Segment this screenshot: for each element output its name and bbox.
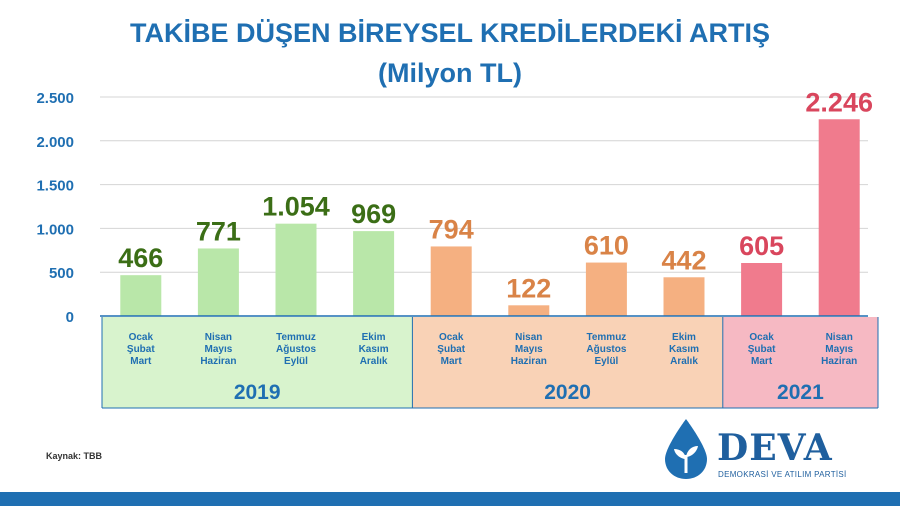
y-tick-label: 500 bbox=[49, 265, 74, 282]
data-label: 122 bbox=[506, 273, 551, 303]
x-tick-label: Ocak bbox=[749, 332, 774, 343]
y-tick-label: 0 bbox=[66, 309, 74, 326]
y-tick-label: 2.000 bbox=[36, 134, 74, 151]
x-tick-label: Ocak bbox=[439, 332, 464, 343]
bar bbox=[430, 246, 472, 316]
x-tick-label: Ocak bbox=[129, 332, 154, 343]
bar bbox=[197, 248, 239, 316]
bar bbox=[120, 275, 162, 316]
year-label: 2019 bbox=[234, 381, 281, 404]
chart-title: TAKİBE DÜŞEN BİREYSEL KREDİLERDEKİ ARTIŞ bbox=[129, 18, 771, 48]
data-label: 466 bbox=[118, 243, 163, 273]
x-tick-label: Nisan bbox=[205, 332, 232, 343]
deva-logo: DEVA DEMOKRASİ VE ATILIM PARTİSİ bbox=[655, 415, 865, 485]
x-tick-label: Nisan bbox=[515, 332, 542, 343]
data-label: 442 bbox=[661, 245, 706, 275]
data-label: 969 bbox=[351, 199, 396, 229]
data-label: 610 bbox=[584, 231, 629, 261]
year-label: 2021 bbox=[777, 381, 824, 404]
x-tick-label: Eylül bbox=[284, 356, 308, 367]
x-tick-label: Mart bbox=[751, 356, 773, 367]
year-band-2020 bbox=[412, 317, 723, 408]
x-tick-label: Temmuz bbox=[276, 332, 316, 343]
data-label: 2.246 bbox=[805, 87, 873, 117]
x-tick-label: Mart bbox=[130, 356, 152, 367]
x-tick-label: Ağustos bbox=[586, 344, 626, 355]
logo-wordmark: DEVA bbox=[717, 427, 833, 469]
data-label: 1.054 bbox=[262, 192, 330, 222]
bar bbox=[663, 277, 705, 316]
source-note: Kaynak: TBB bbox=[46, 451, 103, 461]
bottom-bar bbox=[0, 492, 900, 506]
x-tick-label: Ekim bbox=[362, 332, 386, 343]
x-tick-label: Haziran bbox=[200, 356, 236, 367]
y-tick-label: 1.500 bbox=[36, 178, 74, 195]
bar bbox=[818, 119, 860, 316]
y-tick-label: 1.000 bbox=[36, 221, 74, 238]
x-tick-label: Mayıs bbox=[825, 344, 853, 355]
year-band-2019 bbox=[102, 317, 413, 408]
year-band-2021 bbox=[722, 317, 878, 408]
x-tick-label: Şubat bbox=[437, 344, 465, 355]
logo-tagline: DEMOKRASİ VE ATILIM PARTİSİ bbox=[718, 470, 847, 479]
x-tick-label: Şubat bbox=[748, 344, 776, 355]
bar bbox=[508, 305, 550, 316]
water-drop-plant-icon bbox=[665, 419, 707, 479]
bar bbox=[585, 262, 627, 316]
bar bbox=[275, 223, 317, 316]
bar bbox=[741, 263, 783, 316]
chart-subtitle: (Milyon TL) bbox=[378, 58, 522, 88]
x-tick-label: Temmuz bbox=[586, 332, 626, 343]
data-label: 794 bbox=[429, 214, 474, 244]
x-tick-label: Ağustos bbox=[276, 344, 316, 355]
year-label: 2020 bbox=[544, 381, 591, 404]
x-tick-label: Ekim bbox=[672, 332, 696, 343]
x-tick-label: Kasım bbox=[359, 344, 389, 355]
x-tick-label: Mart bbox=[441, 356, 463, 367]
x-tick-label: Nisan bbox=[826, 332, 853, 343]
data-label: 605 bbox=[739, 231, 784, 261]
x-tick-label: Eylül bbox=[594, 356, 618, 367]
bar bbox=[353, 231, 395, 316]
x-tick-label: Şubat bbox=[127, 344, 155, 355]
x-tick-label: Aralık bbox=[670, 356, 698, 367]
x-tick-label: Mayıs bbox=[515, 344, 543, 355]
data-label: 771 bbox=[196, 216, 241, 246]
x-tick-label: Haziran bbox=[821, 356, 857, 367]
x-tick-label: Haziran bbox=[511, 356, 547, 367]
y-tick-label: 2.500 bbox=[36, 90, 74, 107]
x-tick-label: Mayıs bbox=[205, 344, 233, 355]
x-tick-label: Kasım bbox=[669, 344, 699, 355]
x-tick-label: Aralık bbox=[360, 356, 388, 367]
